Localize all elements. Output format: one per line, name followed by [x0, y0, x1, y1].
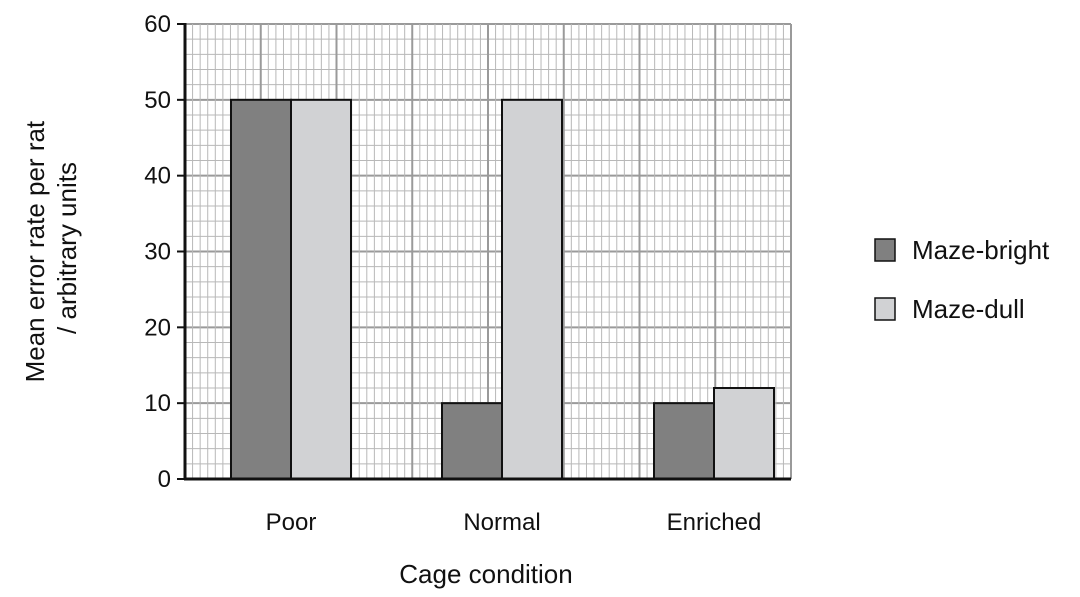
bar-maze-dull-normal — [501, 98, 563, 480]
y-axis-title-line-2: / arbitrary units — [52, 162, 82, 334]
y-tick-label: 10 — [144, 390, 171, 417]
bar-maze-dull-poor — [290, 98, 352, 480]
category-labels: Poor Normal Enriched — [266, 509, 762, 536]
y-tick-label: 50 — [144, 87, 171, 114]
bar-maze-bright-poor — [230, 98, 292, 480]
y-axis-title: Mean error rate per rat / arbitrary unit… — [20, 114, 82, 383]
x-category-label: Normal — [463, 509, 540, 536]
bar-maze-bright-enriched — [653, 402, 715, 480]
y-tick-label: 0 — [158, 466, 171, 493]
y-axis-title-line-1: Mean error rate per rat — [20, 120, 50, 382]
bar-maze-bright-normal — [441, 402, 503, 480]
bar-maze-dull-enriched — [713, 387, 775, 480]
x-axis-title: Cage condition — [399, 559, 572, 589]
x-category-label: Poor — [266, 509, 317, 536]
legend-label-maze-bright: Maze-bright — [912, 235, 1050, 265]
legend-swatch-maze-dull — [874, 297, 896, 321]
y-tick-label: 20 — [144, 314, 171, 341]
legend: Maze-bright Maze-dull — [874, 235, 1050, 324]
x-category-label: Enriched — [667, 509, 762, 536]
y-tick-label: 60 — [144, 11, 171, 38]
y-tick-label: 40 — [144, 163, 171, 190]
y-tick-label: 30 — [144, 239, 171, 266]
legend-label-maze-dull: Maze-dull — [912, 294, 1025, 324]
y-ticks: 0 10 20 30 40 50 60 — [144, 11, 185, 493]
legend-swatch-maze-bright — [874, 238, 896, 262]
